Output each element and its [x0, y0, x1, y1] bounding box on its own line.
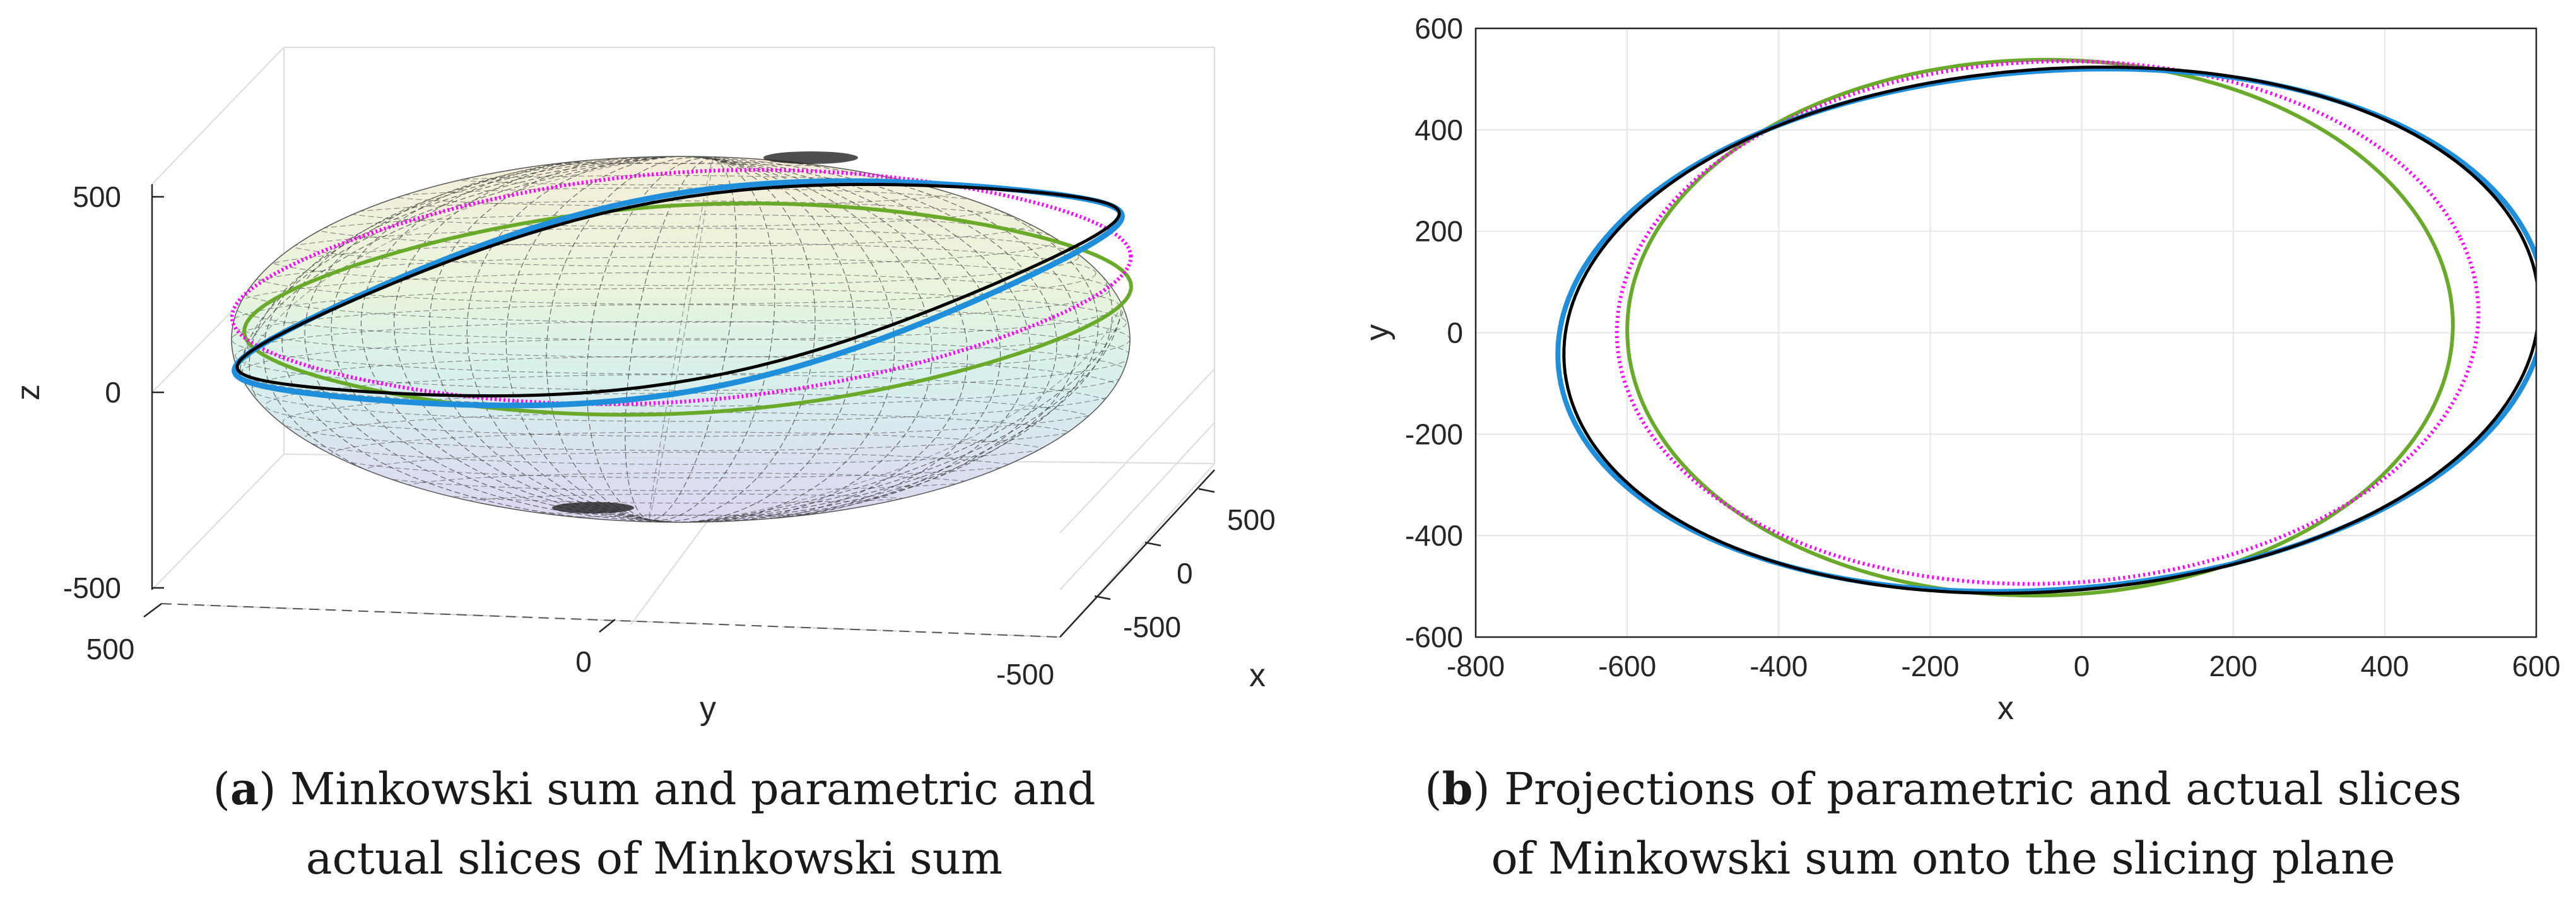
projection-curve-magenta: [1614, 59, 2481, 586]
projection-curve-green: [1625, 57, 2455, 598]
y-tick-0: 0: [575, 645, 592, 678]
slice-curve-black: [235, 182, 1121, 398]
plot-b-frame: [1474, 27, 2538, 638]
x-tick: -400: [1750, 650, 1808, 682]
slice-curve-green: [242, 201, 1133, 417]
panel-a-y-axis: 500 0 -500 y: [86, 603, 1061, 727]
x-axis-label: x: [1249, 657, 1266, 694]
caption-b-line1: ) Projections of parametric and actual s…: [1473, 763, 2461, 815]
y-tick: -400: [1405, 519, 1463, 552]
y-tick: -600: [1405, 621, 1463, 653]
x-tick-500: 500: [1227, 503, 1276, 536]
panel-a-z-axis: 500 0 -500 z: [10, 180, 164, 604]
plot-b-y-label: y: [1359, 324, 1396, 341]
mesh-latitude-line: [232, 288, 1127, 358]
panel-b-2d-plot: -800 -600 -400 -200 0 200 400 600 600 40…: [1359, 12, 2560, 884]
x-tick-neg500: -500: [1123, 611, 1181, 643]
z-axis-label: z: [10, 384, 47, 401]
y-tick-neg500: -500: [996, 658, 1054, 691]
minkowski-sum-surface: [231, 151, 1131, 523]
x-tick: -600: [1598, 650, 1656, 682]
svg-text:(a) Minkowski sum and parametr: (a) Minkowski sum and parametric and: [213, 763, 1096, 815]
caption-a: (a) Minkowski sum and parametric and act…: [213, 763, 1096, 884]
svg-text:(b) Projections of parametric: (b) Projections of parametric and actual…: [1425, 763, 2462, 815]
x-tick: 400: [2360, 650, 2409, 682]
x-tick: 0: [2074, 650, 2090, 682]
x-tick-0: 0: [1177, 557, 1193, 590]
panel-a-x-axis: 500 0 -500 x: [1059, 469, 1276, 694]
z-tick-0: 0: [105, 376, 121, 409]
panel-a-3d-plot: 500 0 -500 z 500 0 -500 y 500 0 -500 x: [10, 47, 1276, 884]
mesh-meridian-line: [586, 158, 775, 521]
surface-bottom-pole: [552, 502, 634, 513]
y-tick: 200: [1414, 215, 1463, 248]
z-tick-500: 500: [73, 180, 121, 213]
x-tick: 200: [2209, 650, 2257, 682]
caption-a-label: a: [230, 763, 259, 815]
mesh-latitude-line: [232, 304, 1130, 375]
plot-b-x-label: x: [1997, 690, 2014, 727]
caption-a-line1: ) Minkowski sum and parametric and: [259, 763, 1095, 815]
panel-a-slices: [230, 168, 1133, 417]
plot-b-x-axis: -800 -600 -400 -200 0 200 400 600: [1447, 650, 2560, 682]
y-axis-label: y: [700, 690, 716, 727]
y-tick: -200: [1405, 418, 1463, 450]
mesh-latitude-line: [248, 242, 1097, 305]
x-tick: 600: [2512, 650, 2561, 682]
projection-curve-black: [1562, 66, 2536, 595]
x-tick: -200: [1901, 650, 1959, 682]
y-tick-500: 500: [86, 633, 135, 665]
y-tick: 0: [1447, 317, 1463, 349]
caption-b: (b) Projections of parametric and actual…: [1425, 763, 2462, 884]
slice-curve-blue: [232, 178, 1125, 409]
caption-b-line2: of Minkowski sum onto the slicing plane: [1491, 833, 2395, 884]
x-tick: -800: [1447, 650, 1505, 682]
mesh-meridian-line: [249, 156, 1113, 522]
surface-top-pole: [763, 151, 858, 164]
mesh-meridian-line: [429, 156, 932, 522]
y-tick: 400: [1414, 114, 1463, 146]
y-tick: 600: [1414, 12, 1463, 45]
caption-a-line2: actual slices of Minkowski sum: [306, 833, 1003, 884]
plot-b-y-axis: 600 400 200 0 -200 -400 -600: [1405, 12, 1463, 653]
z-tick-neg500: -500: [63, 571, 121, 604]
caption-b-label: b: [1442, 763, 1473, 815]
